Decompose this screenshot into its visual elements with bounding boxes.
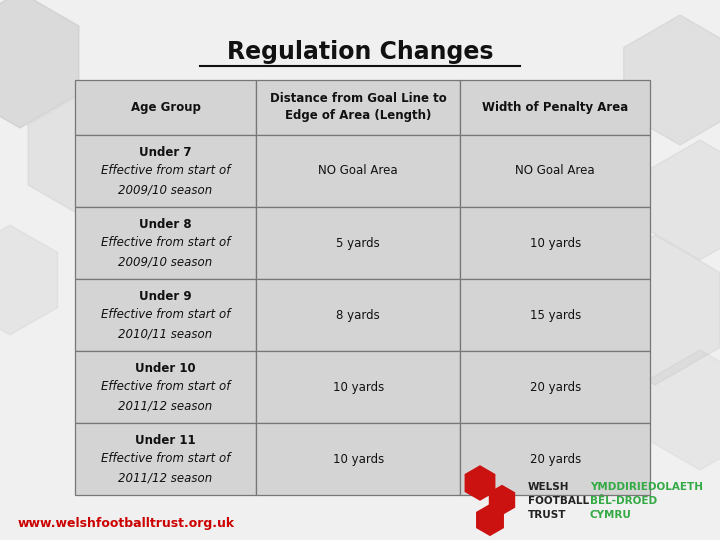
Text: 20 yards: 20 yards xyxy=(529,453,581,465)
Text: NO Goal Area: NO Goal Area xyxy=(516,165,595,178)
Text: 10 yards: 10 yards xyxy=(333,453,384,465)
Bar xyxy=(460,279,650,351)
Text: Under 7: Under 7 xyxy=(139,146,192,159)
Bar xyxy=(460,135,650,207)
Text: Width of Penalty Area: Width of Penalty Area xyxy=(482,101,629,114)
Bar xyxy=(256,351,460,423)
Bar xyxy=(256,80,460,135)
Text: Effective from start of: Effective from start of xyxy=(101,308,230,321)
Text: 10 yards: 10 yards xyxy=(333,381,384,394)
Bar xyxy=(460,80,650,135)
Text: www.welshfootballtrust.org.uk: www.welshfootballtrust.org.uk xyxy=(18,517,235,530)
Bar xyxy=(460,423,650,495)
Bar xyxy=(75,351,256,423)
Polygon shape xyxy=(648,350,720,470)
Text: Under 10: Under 10 xyxy=(135,362,196,375)
Text: Under 11: Under 11 xyxy=(135,434,196,447)
Text: Effective from start of: Effective from start of xyxy=(101,237,230,249)
Bar xyxy=(75,80,256,135)
Text: 8 yards: 8 yards xyxy=(336,308,380,321)
Polygon shape xyxy=(0,0,79,128)
Text: 15 yards: 15 yards xyxy=(529,308,581,321)
Bar xyxy=(256,135,460,207)
Text: Under 9: Under 9 xyxy=(139,290,192,303)
Bar xyxy=(256,423,460,495)
Text: 20 yards: 20 yards xyxy=(529,381,581,394)
Bar xyxy=(256,207,460,279)
Text: Effective from start of: Effective from start of xyxy=(101,381,230,394)
Polygon shape xyxy=(28,95,132,215)
Text: Age Group: Age Group xyxy=(130,101,200,114)
Polygon shape xyxy=(465,466,495,500)
Text: 5 yards: 5 yards xyxy=(336,237,380,249)
Polygon shape xyxy=(490,485,515,515)
Text: WELSH
FOOTBALL
TRUST: WELSH FOOTBALL TRUST xyxy=(528,482,589,520)
Polygon shape xyxy=(648,140,720,260)
Text: 2010/11 season: 2010/11 season xyxy=(118,327,212,340)
Bar xyxy=(75,207,256,279)
Polygon shape xyxy=(624,15,720,145)
Text: NO Goal Area: NO Goal Area xyxy=(318,165,398,178)
Bar xyxy=(460,351,650,423)
Polygon shape xyxy=(0,225,58,335)
Text: YMDDIRIEDOLAETH
BÊL-DROED
CYMRU: YMDDIRIEDOLAETH BÊL-DROED CYMRU xyxy=(590,482,703,520)
Text: Effective from start of: Effective from start of xyxy=(101,165,230,178)
Bar xyxy=(75,135,256,207)
Text: Regulation Changes: Regulation Changes xyxy=(227,40,493,64)
Bar xyxy=(75,279,256,351)
Text: Effective from start of: Effective from start of xyxy=(101,453,230,465)
Text: 2009/10 season: 2009/10 season xyxy=(118,183,212,196)
Text: 2009/10 season: 2009/10 season xyxy=(118,255,212,268)
Polygon shape xyxy=(590,235,720,385)
Bar xyxy=(256,279,460,351)
Text: 2011/12 season: 2011/12 season xyxy=(118,399,212,412)
Bar xyxy=(75,423,256,495)
Polygon shape xyxy=(477,505,503,535)
Text: Distance from Goal Line to
Edge of Area (Length): Distance from Goal Line to Edge of Area … xyxy=(270,92,446,123)
Bar xyxy=(460,207,650,279)
Text: Under 8: Under 8 xyxy=(139,218,192,231)
Text: 2011/12 season: 2011/12 season xyxy=(118,471,212,484)
Text: 10 yards: 10 yards xyxy=(529,237,581,249)
